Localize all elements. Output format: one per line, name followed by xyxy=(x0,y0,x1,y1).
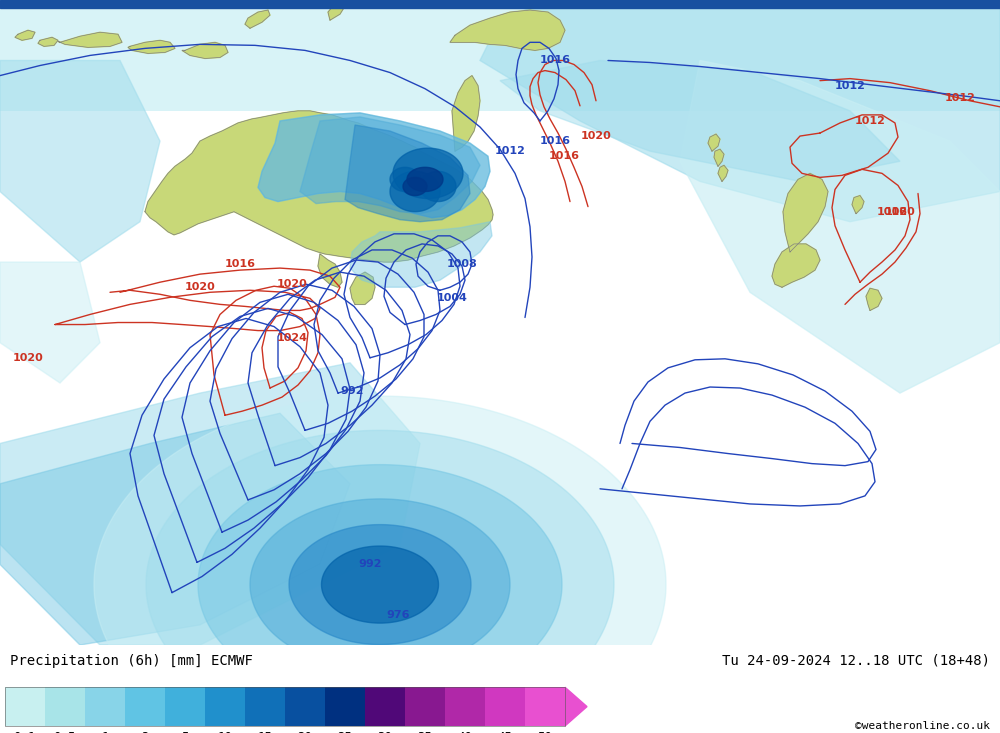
Polygon shape xyxy=(390,167,420,191)
Polygon shape xyxy=(0,60,160,262)
Polygon shape xyxy=(500,60,900,181)
Polygon shape xyxy=(128,40,175,54)
Polygon shape xyxy=(145,111,493,262)
Polygon shape xyxy=(714,149,724,166)
Text: 1016: 1016 xyxy=(224,259,256,269)
Polygon shape xyxy=(15,30,35,40)
Bar xyxy=(285,688,325,726)
Text: 992: 992 xyxy=(358,559,382,570)
Polygon shape xyxy=(718,165,728,181)
Bar xyxy=(365,688,405,726)
Polygon shape xyxy=(0,413,350,645)
Text: 1016: 1016 xyxy=(540,56,570,65)
Bar xyxy=(245,688,285,726)
Bar xyxy=(85,688,125,726)
Polygon shape xyxy=(146,430,614,733)
Polygon shape xyxy=(708,134,720,151)
Bar xyxy=(0,0,1000,111)
Polygon shape xyxy=(182,43,228,59)
Polygon shape xyxy=(245,10,270,28)
Polygon shape xyxy=(250,499,510,670)
Text: 10: 10 xyxy=(217,732,232,733)
Text: 1016: 1016 xyxy=(876,207,908,217)
Polygon shape xyxy=(403,177,427,196)
Text: 1016: 1016 xyxy=(548,151,580,161)
Text: ©weatheronline.co.uk: ©weatheronline.co.uk xyxy=(855,721,990,732)
Polygon shape xyxy=(38,37,58,46)
Polygon shape xyxy=(390,172,440,212)
Polygon shape xyxy=(350,272,375,304)
Bar xyxy=(45,688,85,726)
Polygon shape xyxy=(328,2,345,20)
Bar xyxy=(445,688,485,726)
Polygon shape xyxy=(0,0,1000,8)
Text: 1004: 1004 xyxy=(437,293,467,303)
Text: 35: 35 xyxy=(417,732,432,733)
Polygon shape xyxy=(0,262,100,383)
Text: 1012: 1012 xyxy=(855,116,885,126)
Text: 1012: 1012 xyxy=(495,146,525,156)
Text: 45: 45 xyxy=(497,732,512,733)
Polygon shape xyxy=(393,148,463,199)
Polygon shape xyxy=(866,288,882,311)
Polygon shape xyxy=(407,167,443,191)
Text: 1012: 1012 xyxy=(835,81,865,91)
Polygon shape xyxy=(300,117,480,214)
Polygon shape xyxy=(0,363,420,645)
Polygon shape xyxy=(420,172,456,202)
Text: 25: 25 xyxy=(338,732,352,733)
Text: 1008: 1008 xyxy=(447,259,477,269)
Bar xyxy=(485,688,525,726)
Polygon shape xyxy=(345,125,470,221)
Polygon shape xyxy=(198,465,562,704)
Text: 0.5: 0.5 xyxy=(54,732,76,733)
Polygon shape xyxy=(350,221,492,287)
Polygon shape xyxy=(289,525,471,644)
Polygon shape xyxy=(852,196,864,214)
Text: 1012: 1012 xyxy=(945,93,975,103)
Polygon shape xyxy=(480,0,1000,221)
Text: 5: 5 xyxy=(181,732,189,733)
Bar xyxy=(5,688,45,726)
Text: 15: 15 xyxy=(257,732,272,733)
Polygon shape xyxy=(318,254,342,287)
Polygon shape xyxy=(58,32,122,48)
Text: 30: 30 xyxy=(377,732,392,733)
Polygon shape xyxy=(783,173,828,252)
Polygon shape xyxy=(565,688,587,726)
Bar xyxy=(325,688,365,726)
Polygon shape xyxy=(772,244,820,287)
Polygon shape xyxy=(450,10,565,51)
Bar xyxy=(125,688,165,726)
Bar xyxy=(165,688,205,726)
Polygon shape xyxy=(258,113,490,218)
Polygon shape xyxy=(452,75,480,151)
Text: 1020: 1020 xyxy=(581,131,611,141)
Text: 1020: 1020 xyxy=(885,207,915,217)
Polygon shape xyxy=(94,396,666,733)
Text: 1016: 1016 xyxy=(540,136,570,146)
Text: 50: 50 xyxy=(537,732,552,733)
Text: 1020: 1020 xyxy=(277,279,307,290)
Text: Tu 24-09-2024 12..18 UTC (18+48): Tu 24-09-2024 12..18 UTC (18+48) xyxy=(722,654,990,668)
Text: 1020: 1020 xyxy=(185,282,215,292)
Text: 40: 40 xyxy=(457,732,472,733)
Bar xyxy=(525,688,565,726)
Text: 1024: 1024 xyxy=(276,333,308,342)
Bar xyxy=(405,688,445,726)
Text: 1020: 1020 xyxy=(13,353,43,363)
Polygon shape xyxy=(322,546,438,623)
Text: 20: 20 xyxy=(297,732,312,733)
Text: 1: 1 xyxy=(101,732,109,733)
Text: 2: 2 xyxy=(141,732,149,733)
Text: Precipitation (6h) [mm] ECMWF: Precipitation (6h) [mm] ECMWF xyxy=(10,654,253,668)
Bar xyxy=(5,688,565,726)
Text: 992: 992 xyxy=(340,386,364,396)
Text: 976: 976 xyxy=(386,610,410,620)
Polygon shape xyxy=(258,113,490,218)
Text: 0.1: 0.1 xyxy=(14,732,36,733)
Polygon shape xyxy=(680,60,1000,393)
Bar xyxy=(205,688,245,726)
